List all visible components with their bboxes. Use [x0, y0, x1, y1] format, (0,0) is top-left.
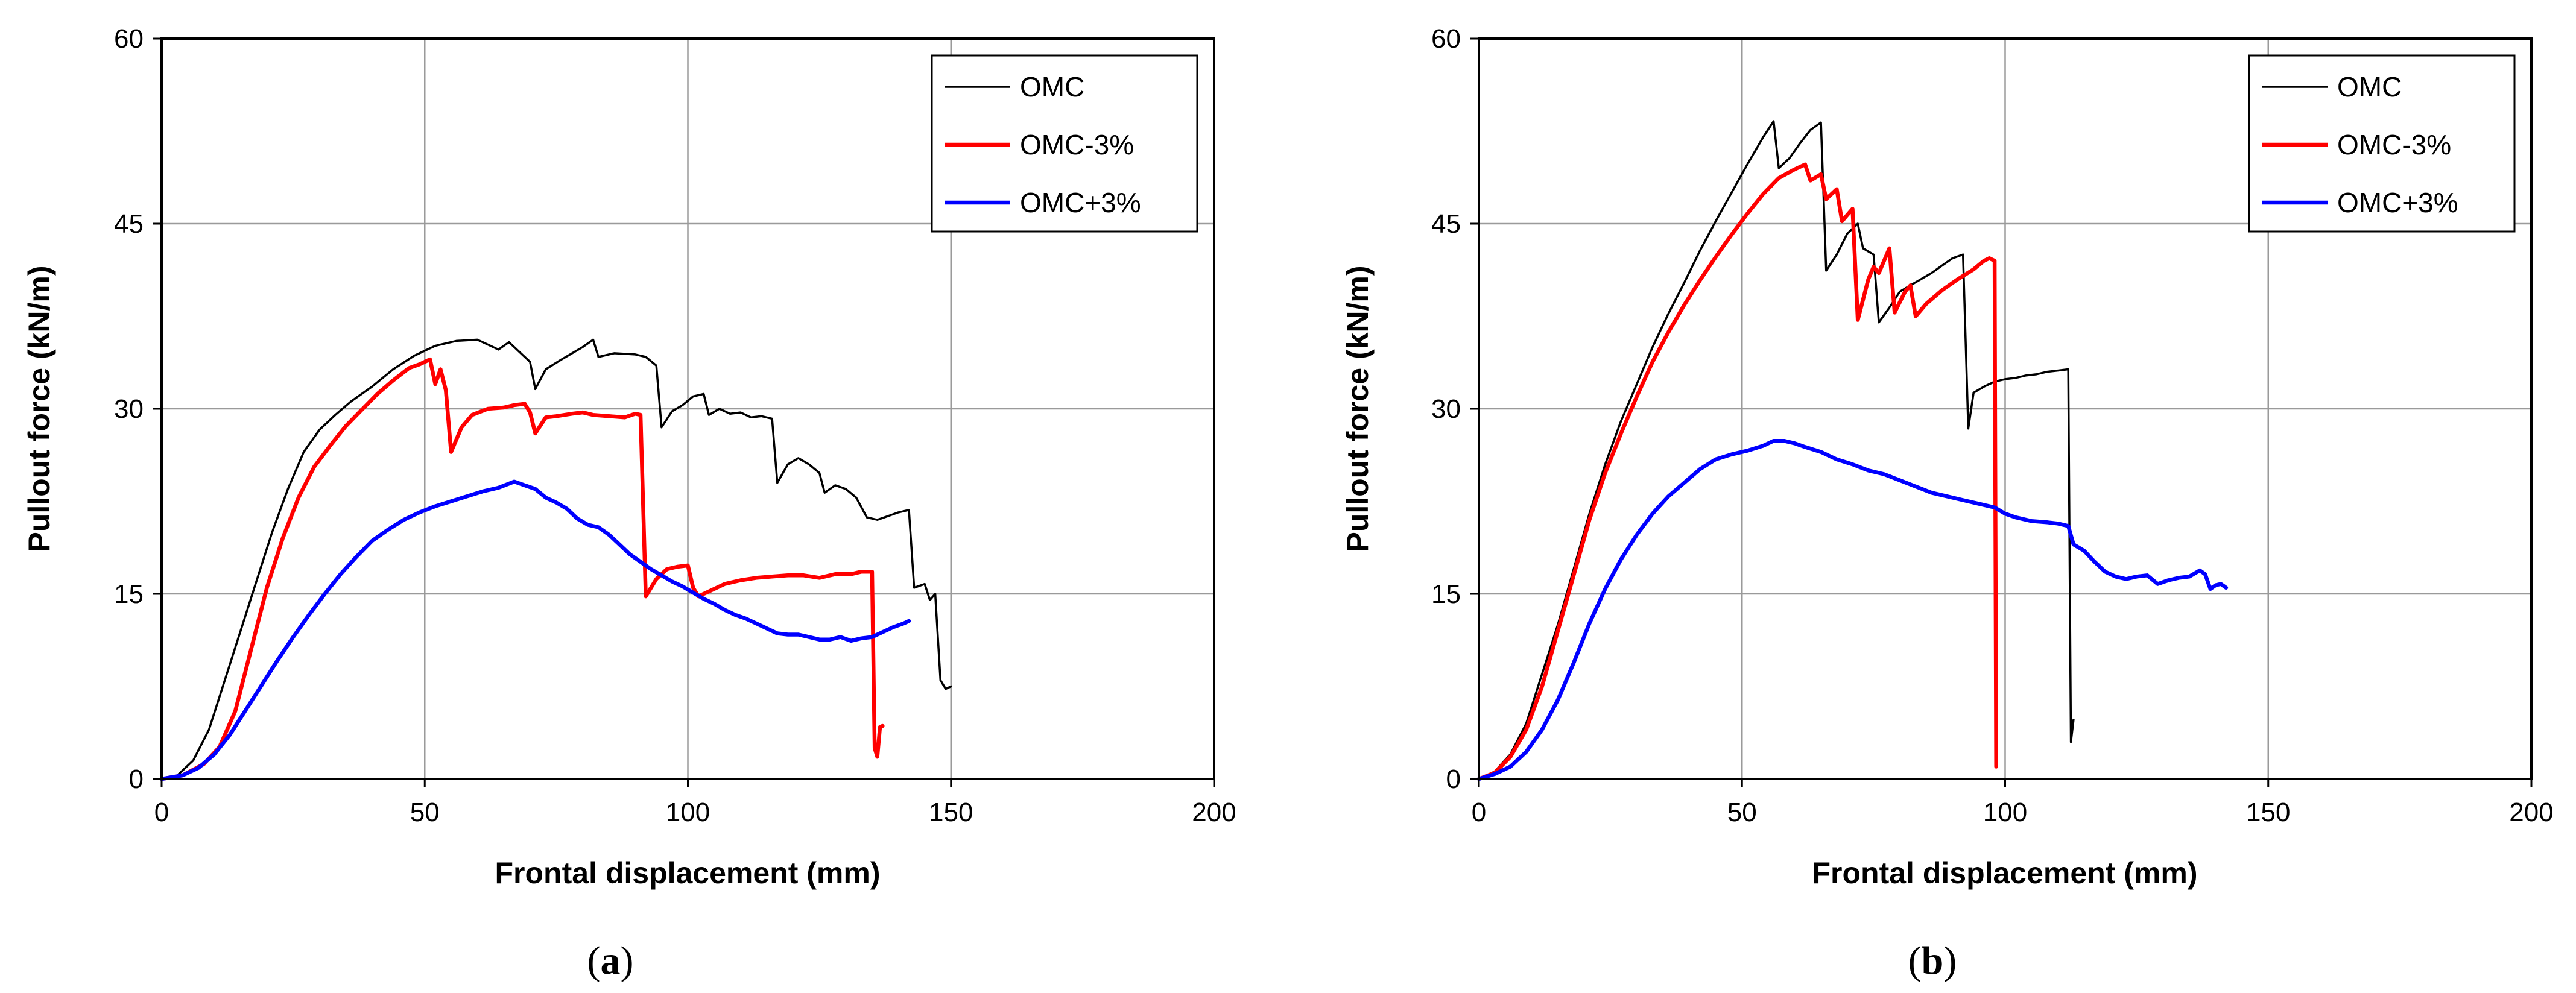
chart-panel-a: 0 50 100 150 200 0 15 30 45 60 Frontal displacemen… [22, 24, 1236, 983]
series-line-omc [1478, 120, 2075, 780]
x-tick-label: 0 [154, 798, 169, 827]
series-line-omc-3- [1476, 162, 1998, 781]
legend-label: OMC-3% [2337, 129, 2451, 160]
legend-label: OMC+3% [1020, 187, 1141, 218]
panel-caption: (b) [1908, 939, 1957, 983]
panel-caption: (a) [587, 939, 634, 983]
legend-label: OMC-3% [1020, 129, 1134, 160]
y-tick-label: 0 [129, 764, 144, 794]
x-tick-label: 100 [1983, 798, 2027, 827]
x-tick-label: 50 [1727, 798, 1757, 827]
y-tick-label: 45 [1431, 209, 1461, 239]
y-tick-label: 30 [1431, 394, 1461, 424]
legend: OMC OMC-3% OMC+3% [2248, 54, 2516, 233]
legend-label: OMC [1020, 71, 1084, 102]
caption-letter: a [601, 939, 621, 983]
x-tick-label: 150 [929, 798, 973, 827]
series-line-omc-3- [159, 357, 885, 781]
x-tick-label: 200 [2509, 798, 2553, 827]
x-tick-label: 150 [2246, 798, 2290, 827]
y-axis-label: Pullout force (kN/m) [22, 265, 56, 552]
legend-label: OMC+3% [2337, 187, 2458, 218]
caption-close: ) [621, 939, 634, 983]
y-tick-label: 0 [1446, 764, 1461, 794]
series-line-omc-3- [1476, 438, 2229, 781]
y-tick-label: 45 [114, 209, 144, 239]
y-tick-label: 60 [114, 24, 144, 54]
x-axis-label: Frontal displacement (mm) [495, 856, 881, 890]
y-tick-label: 30 [114, 394, 144, 424]
caption-open: ( [587, 939, 601, 983]
series-line-omc [160, 338, 952, 780]
x-tick-label: 0 [1472, 798, 1486, 827]
x-tick-label: 50 [410, 798, 440, 827]
chart-panel-b: 0 50 100 150 200 0 15 30 45 60 Frontal displacemen… [1341, 24, 2554, 983]
y-tick-label: 15 [1431, 579, 1461, 609]
x-tick-label: 100 [666, 798, 710, 827]
legend-label: OMC [2337, 71, 2402, 102]
series-line-omc-3- [159, 479, 911, 781]
y-tick-label: 60 [1431, 24, 1461, 54]
y-tick-label: 15 [114, 579, 144, 609]
caption-open: ( [1908, 939, 1922, 983]
caption-letter: b [1922, 939, 1944, 983]
x-tick-label: 200 [1192, 798, 1236, 827]
y-axis-label: Pullout force (kN/m) [1341, 265, 1375, 552]
x-axis-label: Frontal displacement (mm) [1812, 856, 2198, 890]
caption-close: ) [1943, 939, 1957, 983]
legend: OMC OMC-3% OMC+3% [931, 54, 1198, 233]
